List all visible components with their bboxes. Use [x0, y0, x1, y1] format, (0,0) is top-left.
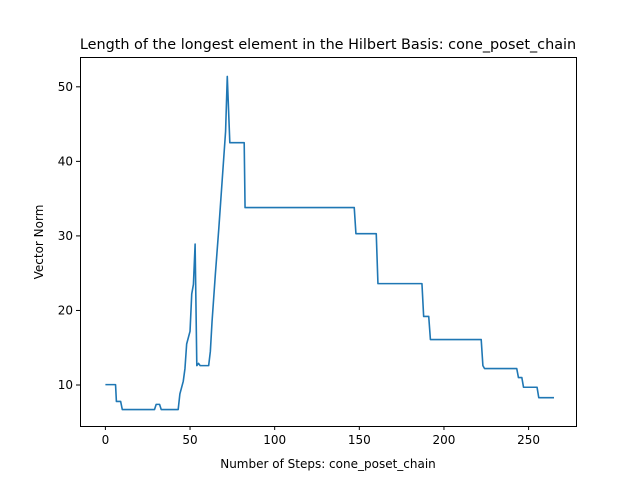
- axes-frame: [80, 57, 577, 427]
- y-axis: 10 20 30 40 50: [58, 80, 80, 392]
- chart-title: Length of the longest element in the Hil…: [80, 37, 576, 53]
- x-tick-label: 150: [348, 433, 371, 447]
- y-tick-label: 20: [58, 303, 73, 317]
- x-axis: 0 50 100 150 200 250: [102, 426, 540, 447]
- x-tick-label: 50: [182, 433, 197, 447]
- series-line-0: [105, 75, 554, 411]
- x-tick-label: 100: [263, 433, 286, 447]
- y-axis-label: Vector Norm: [32, 205, 46, 280]
- y-tick-label: 50: [58, 80, 73, 94]
- x-tick-label: 250: [517, 433, 540, 447]
- x-axis-label: Number of Steps: cone_poset_chain: [220, 457, 436, 471]
- y-tick-label: 10: [58, 378, 73, 392]
- plot-area: [105, 75, 554, 411]
- y-tick-label: 30: [58, 229, 73, 243]
- x-tick-label: 200: [433, 433, 456, 447]
- x-tick-label: 0: [102, 433, 110, 447]
- y-tick-label: 40: [58, 154, 73, 168]
